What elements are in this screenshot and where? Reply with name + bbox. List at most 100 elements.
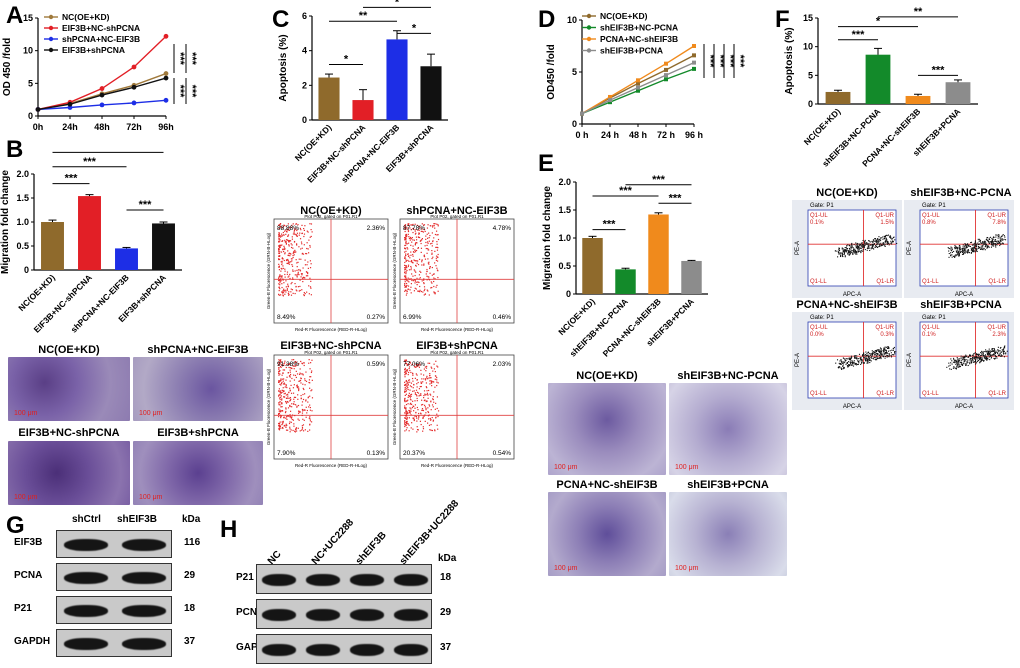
event-dot bbox=[995, 350, 997, 352]
event-dot bbox=[412, 228, 414, 230]
event-dot bbox=[435, 259, 438, 261]
event-dot bbox=[958, 246, 960, 248]
event-dot bbox=[420, 393, 422, 395]
event-dot bbox=[282, 234, 284, 236]
event-dot bbox=[961, 364, 964, 366]
event-dot bbox=[886, 352, 888, 354]
event-dot bbox=[971, 357, 973, 359]
event-dot bbox=[416, 262, 418, 264]
event-dot bbox=[884, 240, 886, 242]
event-dot bbox=[860, 243, 862, 245]
event-dot bbox=[408, 281, 410, 283]
event-dot bbox=[408, 411, 411, 413]
event-dot bbox=[295, 361, 297, 363]
event-dot bbox=[405, 424, 407, 427]
y-tick-label: 15 bbox=[23, 13, 33, 23]
legend-label: shEIF3B+NC-PCNA bbox=[600, 23, 678, 33]
event-dot bbox=[436, 365, 438, 367]
event-dot bbox=[290, 261, 292, 263]
event-dot bbox=[310, 294, 312, 296]
event-dot bbox=[431, 286, 433, 289]
event-dot bbox=[281, 381, 283, 384]
event-dot bbox=[857, 249, 859, 251]
event-dot bbox=[428, 240, 430, 242]
event-dot bbox=[959, 365, 961, 367]
event-dot bbox=[414, 251, 417, 253]
event-dot bbox=[278, 249, 280, 251]
event-dot bbox=[295, 251, 297, 253]
event-dot bbox=[408, 260, 410, 263]
event-dot bbox=[287, 285, 290, 287]
quadrant-name: Q1-LL bbox=[810, 279, 827, 285]
event-dot bbox=[884, 357, 886, 359]
event-dot bbox=[879, 245, 881, 247]
event-dot bbox=[880, 245, 882, 247]
event-dot bbox=[962, 246, 964, 248]
plot-y-label: PE-A bbox=[795, 353, 801, 367]
event-dot bbox=[884, 235, 887, 238]
event-dot bbox=[849, 361, 851, 363]
flow-c-plot-tr: 87.78% 4.78%6.99% 0.46%Plot P02, gated on … bbox=[392, 215, 515, 332]
event-dot bbox=[280, 378, 282, 380]
event-dot bbox=[995, 356, 997, 358]
event-dot bbox=[311, 359, 313, 361]
event-dot bbox=[963, 361, 965, 363]
event-dot bbox=[307, 272, 309, 275]
event-dot bbox=[280, 233, 283, 235]
data-point bbox=[131, 100, 137, 106]
event-dot bbox=[303, 227, 305, 230]
event-dot bbox=[283, 369, 286, 371]
event-dot bbox=[285, 384, 287, 386]
event-dot bbox=[278, 247, 280, 250]
event-dot bbox=[868, 357, 871, 359]
event-dot bbox=[407, 399, 409, 401]
event-dot bbox=[279, 398, 281, 400]
event-dot bbox=[293, 423, 295, 425]
event-dot bbox=[998, 354, 1000, 356]
micrograph-e-nc: 100 μm bbox=[548, 383, 666, 475]
event-dot bbox=[423, 374, 425, 376]
event-dot bbox=[436, 241, 438, 243]
event-dot bbox=[289, 390, 291, 392]
event-dot bbox=[884, 241, 886, 243]
event-dot bbox=[281, 409, 284, 412]
event-dot bbox=[970, 361, 972, 363]
event-dot bbox=[298, 246, 300, 248]
event-dot bbox=[415, 416, 418, 418]
event-dot bbox=[297, 261, 299, 263]
bar-3 bbox=[152, 223, 175, 270]
event-dot bbox=[310, 421, 313, 423]
event-dot bbox=[293, 250, 295, 252]
event-dot bbox=[863, 353, 865, 355]
event-dot bbox=[985, 244, 988, 246]
micrograph-e-sheif3b-pcna: 100 μm bbox=[669, 492, 787, 576]
event-dot bbox=[418, 364, 420, 366]
event-dot bbox=[965, 246, 967, 249]
event-dot bbox=[847, 252, 849, 254]
event-dot bbox=[404, 272, 406, 274]
event-dot bbox=[408, 269, 411, 271]
event-dot bbox=[412, 400, 414, 402]
event-dot bbox=[435, 230, 438, 232]
event-dot bbox=[428, 404, 430, 406]
event-dot bbox=[410, 382, 413, 384]
event-dot bbox=[281, 244, 283, 246]
event-dot bbox=[294, 414, 296, 417]
event-dot bbox=[409, 239, 411, 241]
event-dot bbox=[431, 252, 433, 254]
event-dot bbox=[853, 252, 855, 254]
event-dot bbox=[288, 229, 291, 231]
event-dot bbox=[302, 280, 304, 283]
event-dot bbox=[953, 255, 955, 257]
event-dot bbox=[875, 359, 877, 361]
event-dot bbox=[968, 356, 970, 358]
event-dot bbox=[884, 245, 886, 247]
event-dot bbox=[427, 249, 429, 251]
event-dot bbox=[285, 289, 287, 291]
event-dot bbox=[421, 399, 423, 401]
event-dot bbox=[963, 358, 965, 360]
blot-band bbox=[394, 574, 428, 586]
event-dot bbox=[423, 289, 425, 292]
event-dot bbox=[973, 361, 975, 363]
event-dot bbox=[957, 364, 959, 366]
